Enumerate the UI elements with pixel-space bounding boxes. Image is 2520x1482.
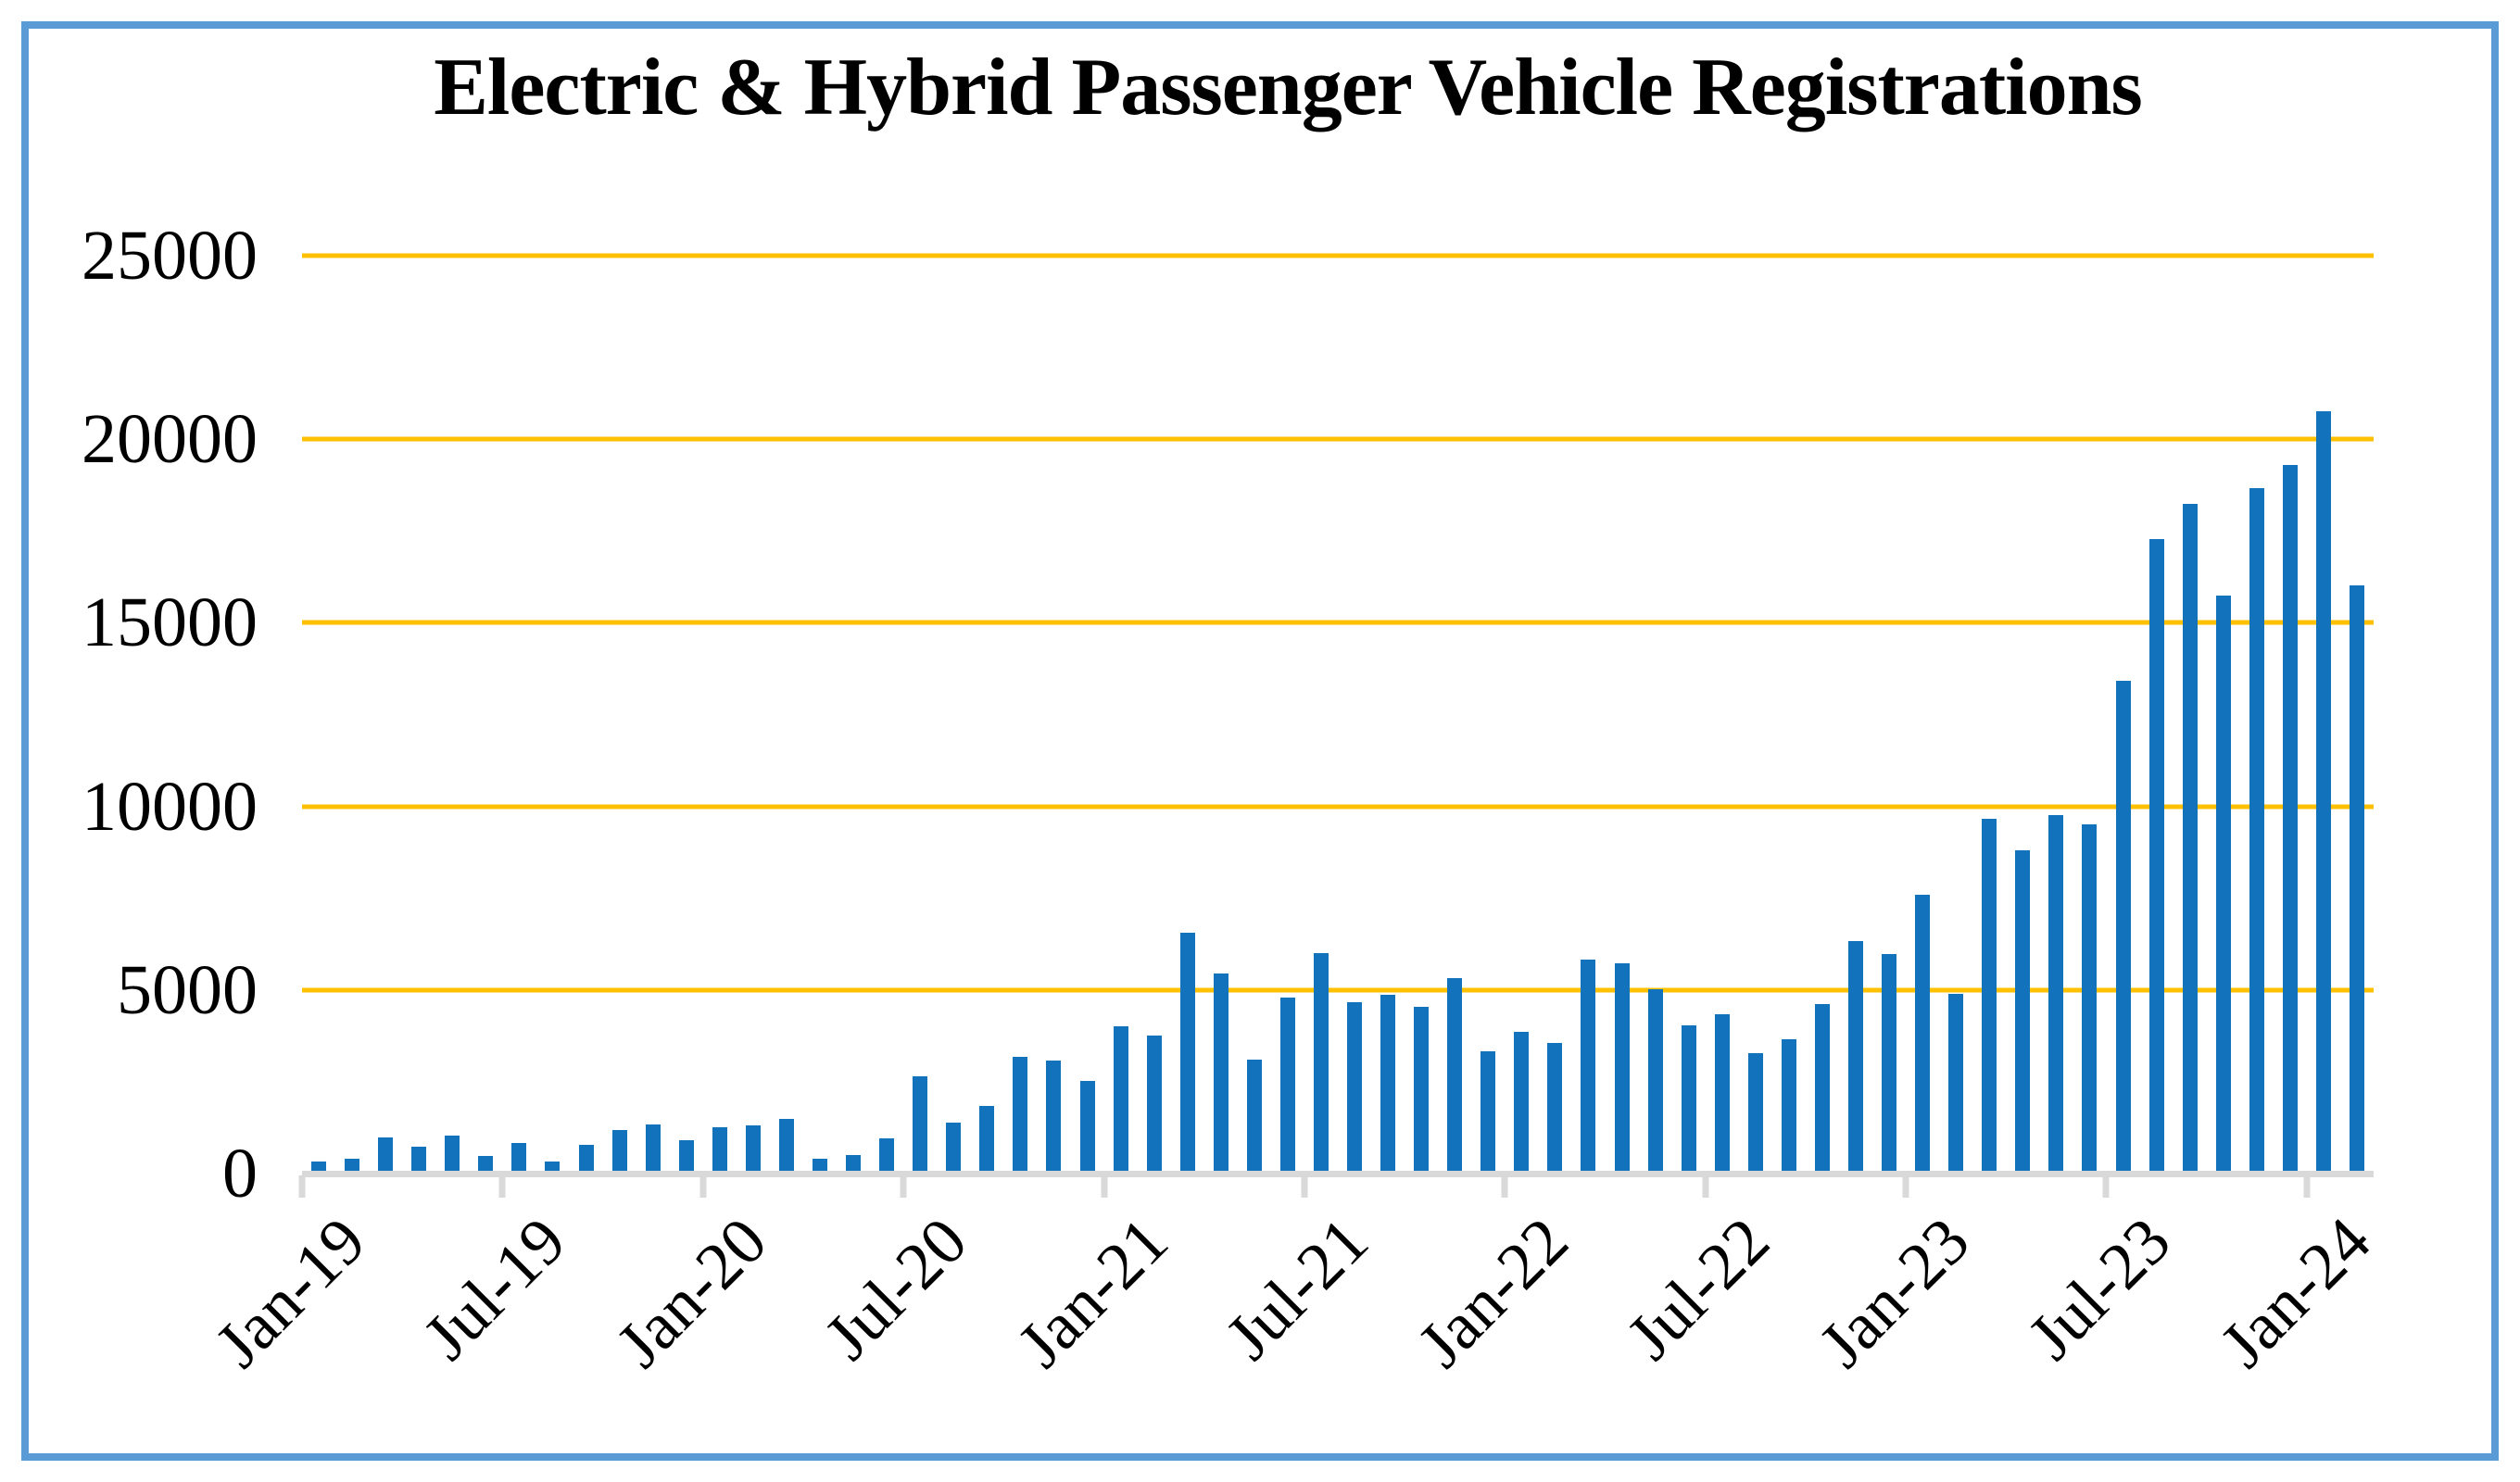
x-axis-tick xyxy=(699,1175,707,1198)
bar-Aug-19 xyxy=(545,1161,561,1174)
bar-May-22 xyxy=(1647,989,1663,1174)
bar-Feb-19 xyxy=(345,1159,360,1174)
bar-Dec-22 xyxy=(1882,953,1897,1174)
bar-Oct-21 xyxy=(1414,1007,1430,1174)
chart-title: Electric & Hybrid Passenger Vehicle Regi… xyxy=(434,43,2143,132)
bar-Apr-21 xyxy=(1213,973,1228,1174)
bar-Jul-22 xyxy=(1714,1013,1730,1174)
bar-Jun-21 xyxy=(1279,998,1295,1174)
x-axis-tick xyxy=(900,1175,907,1198)
bar-Jun-19 xyxy=(478,1155,494,1174)
bar-Jan-22 xyxy=(1514,1032,1530,1174)
bar-Jan-23 xyxy=(1915,894,1931,1174)
gridline-25000 xyxy=(302,253,2374,258)
bar-Jul-19 xyxy=(511,1143,527,1174)
gridline-10000 xyxy=(302,804,2374,810)
bar-Feb-23 xyxy=(1948,993,1964,1174)
gridline-20000 xyxy=(302,436,2374,442)
bar-Apr-20 xyxy=(813,1159,827,1174)
bar-Oct-20 xyxy=(1013,1057,1028,1174)
bar-Sep-20 xyxy=(979,1105,995,1174)
bar-Mar-22 xyxy=(1581,959,1596,1174)
bar-Dec-21 xyxy=(1480,1051,1496,1174)
bar-Nov-23 xyxy=(2249,487,2264,1174)
bar-Feb-22 xyxy=(1547,1042,1563,1174)
y-axis-label-5000: 5000 xyxy=(117,950,258,1029)
x-axis-tick xyxy=(2102,1175,2110,1198)
bar-Jan-24 xyxy=(2315,411,2331,1174)
bar-Sep-23 xyxy=(2182,504,2198,1174)
bar-Aug-21 xyxy=(1347,1001,1363,1174)
bar-Oct-19 xyxy=(611,1130,627,1174)
bar-Apr-23 xyxy=(2015,849,2031,1174)
bar-Oct-23 xyxy=(2215,596,2231,1174)
x-axis-tick xyxy=(2303,1175,2311,1198)
bar-Aug-20 xyxy=(946,1122,962,1174)
y-axis-label-10000: 10000 xyxy=(82,767,258,846)
gridline-15000 xyxy=(302,620,2374,625)
bar-Feb-21 xyxy=(1146,1035,1162,1174)
x-axis-tick xyxy=(498,1175,506,1198)
bar-Oct-22 xyxy=(1814,1004,1830,1174)
bar-Feb-24 xyxy=(2349,584,2364,1174)
x-axis-line xyxy=(302,1171,2374,1177)
x-axis-tick xyxy=(298,1175,306,1198)
bar-Dec-20 xyxy=(1079,1081,1095,1174)
x-axis-tick xyxy=(1902,1175,1909,1198)
plot-area xyxy=(298,253,2374,1198)
y-axis-label-20000: 20000 xyxy=(82,400,258,479)
bar-Nov-19 xyxy=(645,1124,661,1174)
bar-Aug-23 xyxy=(2148,539,2164,1174)
y-axis-label-25000: 25000 xyxy=(82,217,258,295)
bar-Jan-19 xyxy=(311,1161,327,1174)
bar-Mar-19 xyxy=(378,1137,394,1174)
bar-May-20 xyxy=(846,1155,862,1174)
bar-May-19 xyxy=(445,1135,460,1174)
chart-outer-border xyxy=(21,21,2499,1461)
bar-May-23 xyxy=(2048,815,2064,1174)
bar-Jun-22 xyxy=(1681,1024,1696,1174)
x-axis-tick xyxy=(1101,1175,1108,1198)
bar-Feb-20 xyxy=(745,1125,761,1174)
bar-Nov-20 xyxy=(1046,1060,1062,1174)
bar-Mar-21 xyxy=(1179,932,1195,1174)
bar-Sep-19 xyxy=(578,1145,594,1174)
y-axis-label-15000: 15000 xyxy=(82,584,258,662)
bar-Aug-22 xyxy=(1747,1053,1763,1174)
bar-May-21 xyxy=(1246,1060,1262,1174)
x-axis-tick xyxy=(1301,1175,1308,1198)
bar-Sep-22 xyxy=(1781,1039,1796,1174)
bar-Jul-23 xyxy=(2115,680,2131,1174)
bar-Jan-20 xyxy=(712,1127,727,1174)
x-axis-tick xyxy=(1501,1175,1508,1198)
x-axis-tick xyxy=(1702,1175,1709,1198)
bar-Mar-23 xyxy=(1982,818,1997,1174)
bar-Jan-21 xyxy=(1113,1026,1128,1174)
bar-Mar-20 xyxy=(778,1119,794,1174)
bar-Sep-21 xyxy=(1380,995,1396,1174)
bar-Jul-21 xyxy=(1313,952,1329,1174)
bar-Jul-20 xyxy=(913,1076,928,1174)
bar-Dec-19 xyxy=(678,1139,694,1174)
bar-Apr-22 xyxy=(1614,962,1630,1174)
gridline-5000 xyxy=(302,987,2374,993)
bar-Nov-22 xyxy=(1848,941,1863,1174)
bar-Apr-19 xyxy=(411,1147,427,1174)
bar-Nov-21 xyxy=(1447,977,1463,1174)
bar-Jun-20 xyxy=(879,1138,895,1174)
y-axis-label-0: 0 xyxy=(222,1135,258,1212)
bar-Dec-23 xyxy=(2282,464,2298,1174)
bar-Jun-23 xyxy=(2082,824,2098,1174)
